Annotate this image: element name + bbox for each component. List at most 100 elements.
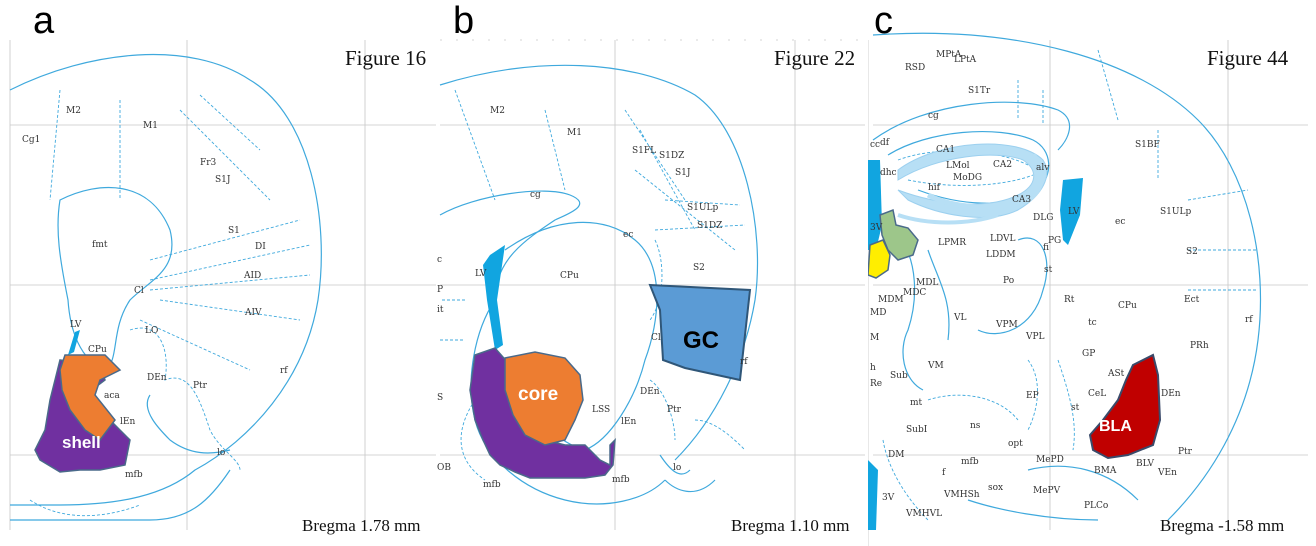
svg-text:CA1: CA1 <box>936 145 955 155</box>
svg-text:VMHSh: VMHSh <box>943 490 980 500</box>
svg-text:lo: lo <box>673 463 681 473</box>
svg-text:LV: LV <box>475 269 487 279</box>
svg-text:fi: fi <box>1043 243 1049 253</box>
svg-text:CeL: CeL <box>1088 389 1106 399</box>
panel-b-atlas: M2 M1 S1FL S1DZ S1J cg ec S1ULp S1DZ S2 … <box>437 39 865 530</box>
panel-a-bregma: Bregma 1.78 mm <box>302 516 421 535</box>
svg-text:hif: hif <box>928 183 941 193</box>
svg-text:lEn: lEn <box>621 417 636 427</box>
panel-c-bregma: Bregma -1.58 mm <box>1160 516 1285 535</box>
svg-text:MoDG: MoDG <box>953 173 982 183</box>
svg-text:CPu: CPu <box>560 271 579 281</box>
svg-text:Cl: Cl <box>651 333 661 343</box>
svg-text:aca: aca <box>104 391 120 401</box>
svg-text:PLCo: PLCo <box>1084 501 1108 511</box>
svg-text:BMA: BMA <box>1094 466 1117 476</box>
svg-text:mfb: mfb <box>961 457 979 467</box>
svg-text:MD: MD <box>870 308 886 318</box>
panel-b-labels: M2 M1 S1FL S1DZ S1J cg ec S1ULp S1DZ S2 … <box>437 106 748 490</box>
svg-text:CPu: CPu <box>88 345 107 355</box>
svg-text:VL: VL <box>953 313 966 323</box>
panel-b-figure-title: Figure 22 <box>774 46 856 70</box>
svg-text:c: c <box>437 255 442 265</box>
svg-text:OB: OB <box>437 463 451 473</box>
panel-b-core-label: core <box>518 384 558 405</box>
svg-text:ns: ns <box>970 421 981 431</box>
svg-text:rf: rf <box>280 366 288 376</box>
svg-text:S1DZ: S1DZ <box>697 221 722 231</box>
svg-text:CA3: CA3 <box>1012 195 1031 205</box>
svg-text:opt: opt <box>1008 439 1023 449</box>
svg-text:DEn: DEn <box>147 373 167 383</box>
panel-c-3v-left <box>868 160 882 250</box>
svg-text:Ptr: Ptr <box>667 405 682 415</box>
svg-text:cg: cg <box>928 111 939 121</box>
svg-text:f: f <box>942 468 946 478</box>
panel-b: M2 M1 S1FL S1DZ S1J cg ec S1ULp S1DZ S2 … <box>435 0 870 546</box>
svg-text:tc: tc <box>1088 318 1097 328</box>
svg-text:MePV: MePV <box>1033 486 1061 496</box>
svg-text:DEn: DEn <box>1161 389 1181 399</box>
svg-text:3V: 3V <box>870 223 883 233</box>
svg-text:ec: ec <box>1115 217 1125 227</box>
svg-text:AIV: AIV <box>244 308 262 318</box>
panel-a-core-region <box>59 354 122 442</box>
panel-c-green-region <box>879 208 919 261</box>
svg-text:Po: Po <box>1003 276 1014 286</box>
panel-a-atlas: M2 M1 Cg1 Fr3 S1J S1 DI AID AIV fmt Cl L… <box>9 40 436 530</box>
svg-text:rf: rf <box>1245 315 1253 325</box>
svg-text:LDVL: LDVL <box>990 234 1016 244</box>
panel-c-hippocampus <box>897 143 1048 218</box>
svg-text:PG: PG <box>1048 236 1061 246</box>
panel-b-lv <box>483 245 505 350</box>
svg-text:h: h <box>870 363 876 373</box>
svg-text:3V: 3V <box>882 493 895 503</box>
svg-text:M: M <box>870 333 879 343</box>
svg-text:CPu: CPu <box>1118 301 1137 311</box>
svg-text:mfb: mfb <box>483 480 501 490</box>
svg-text:VM: VM <box>927 361 944 371</box>
svg-text:MDM: MDM <box>878 295 904 305</box>
svg-text:fmt: fmt <box>92 240 108 250</box>
svg-text:st: st <box>1044 265 1053 275</box>
svg-text:LSS: LSS <box>592 405 610 415</box>
svg-text:MDL: MDL <box>916 278 938 288</box>
svg-text:Fr3: Fr3 <box>200 158 217 168</box>
svg-text:LPtA: LPtA <box>954 55 977 65</box>
svg-text:mfb: mfb <box>612 475 630 485</box>
svg-text:S1J: S1J <box>215 175 231 185</box>
svg-text:Ptr: Ptr <box>193 381 208 391</box>
svg-text:mt: mt <box>910 398 923 408</box>
panel-b-letter: b <box>453 0 475 42</box>
svg-text:cg: cg <box>530 190 541 200</box>
svg-text:st: st <box>1071 403 1080 413</box>
panel-c-lv <box>1060 178 1083 245</box>
svg-text:DEn: DEn <box>640 387 660 397</box>
svg-text:alv: alv <box>1036 163 1050 173</box>
panel-b-bregma: Bregma 1.10 mm <box>731 516 850 535</box>
panel-a-shell-label: shell <box>62 433 101 452</box>
svg-text:sox: sox <box>988 483 1003 493</box>
svg-text:P: P <box>437 285 443 295</box>
svg-text:Re: Re <box>870 379 882 389</box>
svg-text:M1: M1 <box>567 128 582 138</box>
panel-c-bla-label: BLA <box>1099 418 1132 435</box>
svg-text:M2: M2 <box>66 106 81 116</box>
svg-text:DM: DM <box>888 450 904 460</box>
svg-text:VMHVL: VMHVL <box>905 509 942 519</box>
svg-text:it: it <box>437 305 444 315</box>
svg-text:S1FL: S1FL <box>632 146 656 156</box>
panel-a-lv <box>68 330 80 355</box>
panel-c-brain-outline <box>872 32 1262 521</box>
svg-text:LPMR: LPMR <box>938 238 966 248</box>
panel-a-letter: a <box>33 0 55 42</box>
svg-text:DLG: DLG <box>1033 213 1053 223</box>
svg-text:DI: DI <box>255 242 266 252</box>
svg-text:M1: M1 <box>143 121 158 131</box>
svg-text:lEn: lEn <box>120 417 135 427</box>
svg-text:Rt: Rt <box>1064 295 1075 305</box>
panel-a-figure-title: Figure 16 <box>345 46 427 70</box>
panel-c: RSD MPtA LPtA S1Tr cg S1BF cc df dhc CA1… <box>868 0 1316 546</box>
panel-c-bla-region <box>1088 353 1162 460</box>
svg-text:LO: LO <box>145 326 158 336</box>
